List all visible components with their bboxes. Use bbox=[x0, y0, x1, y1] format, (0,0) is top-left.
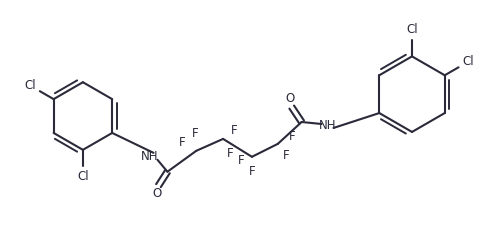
Text: NH: NH bbox=[318, 120, 336, 132]
Text: Cl: Cl bbox=[461, 55, 473, 68]
Text: F: F bbox=[192, 127, 198, 141]
Text: F: F bbox=[237, 154, 244, 167]
Text: O: O bbox=[285, 92, 294, 105]
Text: O: O bbox=[153, 187, 162, 200]
Text: F: F bbox=[226, 147, 233, 160]
Text: Cl: Cl bbox=[24, 79, 36, 92]
Text: F: F bbox=[248, 165, 255, 178]
Text: NH: NH bbox=[141, 150, 158, 163]
Text: F: F bbox=[230, 124, 237, 137]
Text: Cl: Cl bbox=[406, 23, 417, 36]
Text: F: F bbox=[179, 136, 185, 149]
Text: F: F bbox=[288, 130, 294, 143]
Text: F: F bbox=[282, 149, 288, 162]
Text: Cl: Cl bbox=[77, 170, 88, 183]
